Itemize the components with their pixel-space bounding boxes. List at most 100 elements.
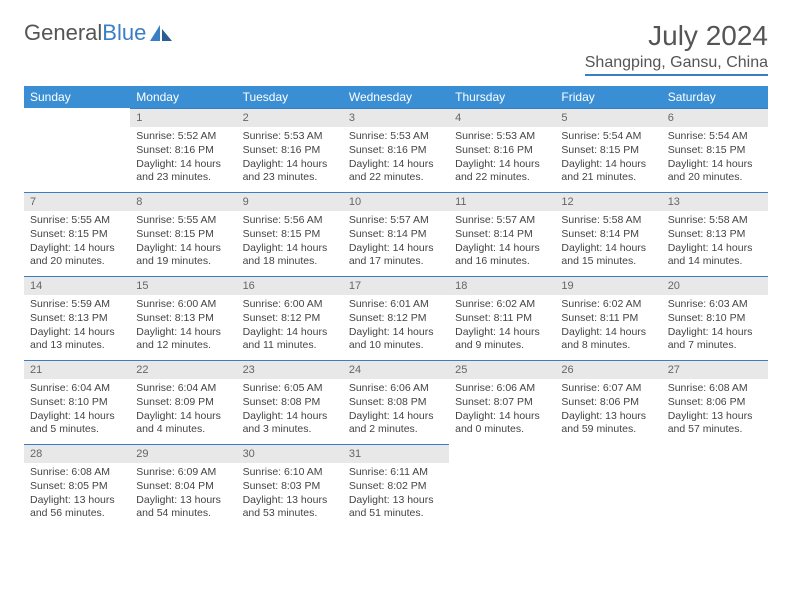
calendar-cell: 23Sunrise: 6:05 AMSunset: 8:08 PMDayligh…	[237, 360, 343, 444]
day-number: 27	[662, 360, 768, 379]
day-number: 23	[237, 360, 343, 379]
daylight-line: Daylight: 13 hours and 51 minutes.	[349, 494, 443, 521]
sunset-line: Sunset: 8:11 PM	[561, 312, 655, 326]
sunrise-line: Sunrise: 6:09 AM	[136, 466, 230, 480]
calendar-cell: 25Sunrise: 6:06 AMSunset: 8:07 PMDayligh…	[449, 360, 555, 444]
day-number: 18	[449, 276, 555, 295]
calendar-header-row: SundayMondayTuesdayWednesdayThursdayFrid…	[24, 86, 768, 108]
sunrise-line: Sunrise: 5:56 AM	[243, 214, 337, 228]
sunrise-line: Sunrise: 6:08 AM	[668, 382, 762, 396]
weekday-header: Tuesday	[237, 86, 343, 108]
cell-body: Sunrise: 6:00 AMSunset: 8:12 PMDaylight:…	[237, 295, 343, 359]
cell-body: Sunrise: 5:56 AMSunset: 8:15 PMDaylight:…	[237, 211, 343, 275]
daylight-line: Daylight: 14 hours and 16 minutes.	[455, 242, 549, 269]
calendar-cell: 22Sunrise: 6:04 AMSunset: 8:09 PMDayligh…	[130, 360, 236, 444]
cell-body: Sunrise: 6:08 AMSunset: 8:06 PMDaylight:…	[662, 379, 768, 443]
header: GeneralBlue July 2024 Shangping, Gansu, …	[24, 20, 768, 76]
sunset-line: Sunset: 8:13 PM	[668, 228, 762, 242]
sunrise-line: Sunrise: 5:53 AM	[349, 130, 443, 144]
sunrise-line: Sunrise: 6:04 AM	[136, 382, 230, 396]
cell-body: Sunrise: 5:58 AMSunset: 8:14 PMDaylight:…	[555, 211, 661, 275]
daylight-line: Daylight: 14 hours and 20 minutes.	[30, 242, 124, 269]
day-number: 10	[343, 192, 449, 211]
sunrise-line: Sunrise: 6:05 AM	[243, 382, 337, 396]
cell-body: Sunrise: 6:02 AMSunset: 8:11 PMDaylight:…	[555, 295, 661, 359]
location: Shangping, Gansu, China	[585, 54, 768, 76]
day-number: 16	[237, 276, 343, 295]
cell-body: Sunrise: 5:54 AMSunset: 8:15 PMDaylight:…	[662, 127, 768, 191]
day-number: 4	[449, 108, 555, 127]
cell-body: Sunrise: 6:06 AMSunset: 8:07 PMDaylight:…	[449, 379, 555, 443]
calendar-table: SundayMondayTuesdayWednesdayThursdayFrid…	[24, 86, 768, 528]
cell-body: Sunrise: 5:53 AMSunset: 8:16 PMDaylight:…	[343, 127, 449, 191]
daylight-line: Daylight: 14 hours and 17 minutes.	[349, 242, 443, 269]
cell-body: Sunrise: 6:05 AMSunset: 8:08 PMDaylight:…	[237, 379, 343, 443]
day-number: 21	[24, 360, 130, 379]
cell-body: Sunrise: 5:57 AMSunset: 8:14 PMDaylight:…	[343, 211, 449, 275]
sunrise-line: Sunrise: 6:02 AM	[561, 298, 655, 312]
sunrise-line: Sunrise: 5:54 AM	[561, 130, 655, 144]
cell-body: Sunrise: 5:55 AMSunset: 8:15 PMDaylight:…	[130, 211, 236, 275]
calendar-cell: 30Sunrise: 6:10 AMSunset: 8:03 PMDayligh…	[237, 444, 343, 528]
day-number: 7	[24, 192, 130, 211]
daylight-line: Daylight: 13 hours and 54 minutes.	[136, 494, 230, 521]
daylight-line: Daylight: 14 hours and 8 minutes.	[561, 326, 655, 353]
day-number: 5	[555, 108, 661, 127]
sunset-line: Sunset: 8:15 PM	[668, 144, 762, 158]
sunset-line: Sunset: 8:09 PM	[136, 396, 230, 410]
cell-body: Sunrise: 5:53 AMSunset: 8:16 PMDaylight:…	[237, 127, 343, 191]
calendar-cell: 28Sunrise: 6:08 AMSunset: 8:05 PMDayligh…	[24, 444, 130, 528]
sunset-line: Sunset: 8:13 PM	[30, 312, 124, 326]
daylight-line: Daylight: 14 hours and 15 minutes.	[561, 242, 655, 269]
calendar-cell: 9Sunrise: 5:56 AMSunset: 8:15 PMDaylight…	[237, 192, 343, 276]
sunrise-line: Sunrise: 5:58 AM	[561, 214, 655, 228]
calendar-cell: 31Sunrise: 6:11 AMSunset: 8:02 PMDayligh…	[343, 444, 449, 528]
weekday-header: Saturday	[662, 86, 768, 108]
cell-body: Sunrise: 6:06 AMSunset: 8:08 PMDaylight:…	[343, 379, 449, 443]
sunrise-line: Sunrise: 6:10 AM	[243, 466, 337, 480]
sunrise-line: Sunrise: 6:01 AM	[349, 298, 443, 312]
logo: GeneralBlue	[24, 20, 174, 46]
sunrise-line: Sunrise: 5:57 AM	[349, 214, 443, 228]
daylight-line: Daylight: 13 hours and 53 minutes.	[243, 494, 337, 521]
sunset-line: Sunset: 8:16 PM	[243, 144, 337, 158]
sunset-line: Sunset: 8:12 PM	[349, 312, 443, 326]
sunset-line: Sunset: 8:10 PM	[668, 312, 762, 326]
sunrise-line: Sunrise: 6:07 AM	[561, 382, 655, 396]
daylight-line: Daylight: 14 hours and 5 minutes.	[30, 410, 124, 437]
day-number: 24	[343, 360, 449, 379]
day-number: 11	[449, 192, 555, 211]
day-number: 29	[130, 444, 236, 463]
sunset-line: Sunset: 8:15 PM	[243, 228, 337, 242]
day-number: 13	[662, 192, 768, 211]
weekday-header: Thursday	[449, 86, 555, 108]
calendar-row: 7Sunrise: 5:55 AMSunset: 8:15 PMDaylight…	[24, 192, 768, 276]
calendar-cell: 8Sunrise: 5:55 AMSunset: 8:15 PMDaylight…	[130, 192, 236, 276]
day-number: 1	[130, 108, 236, 127]
day-number: 17	[343, 276, 449, 295]
calendar-cell: 16Sunrise: 6:00 AMSunset: 8:12 PMDayligh…	[237, 276, 343, 360]
cell-body: Sunrise: 6:11 AMSunset: 8:02 PMDaylight:…	[343, 463, 449, 527]
calendar-cell: 14Sunrise: 5:59 AMSunset: 8:13 PMDayligh…	[24, 276, 130, 360]
calendar-row: 21Sunrise: 6:04 AMSunset: 8:10 PMDayligh…	[24, 360, 768, 444]
sunset-line: Sunset: 8:14 PM	[349, 228, 443, 242]
daylight-line: Daylight: 13 hours and 59 minutes.	[561, 410, 655, 437]
logo-word-b: Blue	[102, 20, 146, 45]
cell-body: Sunrise: 6:02 AMSunset: 8:11 PMDaylight:…	[449, 295, 555, 359]
day-number: 20	[662, 276, 768, 295]
day-number: 6	[662, 108, 768, 127]
sunset-line: Sunset: 8:08 PM	[349, 396, 443, 410]
sunset-line: Sunset: 8:14 PM	[455, 228, 549, 242]
calendar-cell: 15Sunrise: 6:00 AMSunset: 8:13 PMDayligh…	[130, 276, 236, 360]
daylight-line: Daylight: 14 hours and 18 minutes.	[243, 242, 337, 269]
sunset-line: Sunset: 8:16 PM	[349, 144, 443, 158]
daylight-line: Daylight: 14 hours and 9 minutes.	[455, 326, 549, 353]
calendar-cell: 17Sunrise: 6:01 AMSunset: 8:12 PMDayligh…	[343, 276, 449, 360]
sunrise-line: Sunrise: 5:55 AM	[30, 214, 124, 228]
sunset-line: Sunset: 8:15 PM	[30, 228, 124, 242]
day-number: 8	[130, 192, 236, 211]
weekday-header: Wednesday	[343, 86, 449, 108]
daylight-line: Daylight: 13 hours and 56 minutes.	[30, 494, 124, 521]
calendar-cell: 11Sunrise: 5:57 AMSunset: 8:14 PMDayligh…	[449, 192, 555, 276]
calendar-cell: 4Sunrise: 5:53 AMSunset: 8:16 PMDaylight…	[449, 108, 555, 192]
